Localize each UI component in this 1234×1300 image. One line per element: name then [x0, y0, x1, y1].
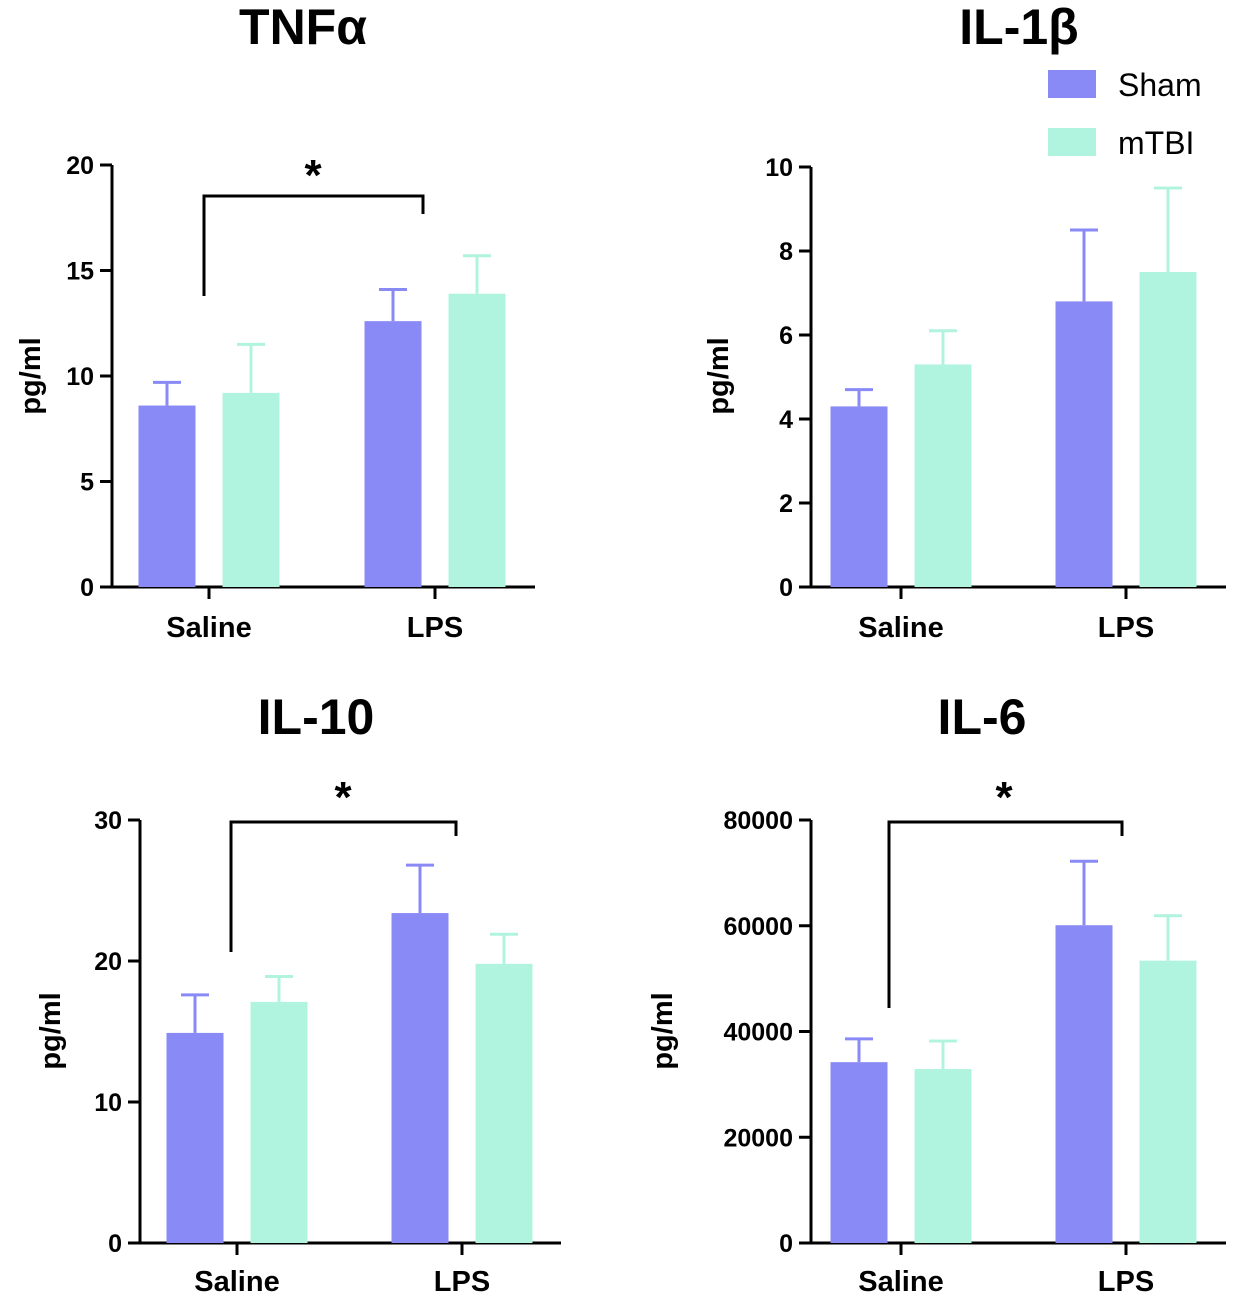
- bar-sham-lps: [1055, 301, 1113, 587]
- y-tick-label: 5: [80, 469, 94, 497]
- x-tick-label-saline: Saline: [194, 1266, 279, 1298]
- y-tick-label: 30: [94, 807, 122, 835]
- bar-mtbi-lps: [475, 963, 533, 1243]
- chart-title: TNFα: [239, 0, 367, 55]
- x-tick-label-saline: Saline: [858, 612, 943, 644]
- bar-mtbi-saline: [914, 1069, 972, 1243]
- y-tick-label: 40000: [723, 1019, 793, 1047]
- bar-sham-saline: [830, 406, 888, 587]
- bar-mtbi-lps: [1139, 272, 1197, 587]
- y-axis-label: pg/ml: [35, 992, 67, 1069]
- chart-title: IL-10: [258, 689, 375, 745]
- significance-star: *: [334, 773, 352, 822]
- y-tick-label: 8: [779, 238, 793, 266]
- x-tick-label-saline: Saline: [166, 612, 251, 644]
- y-axis-label: pg/ml: [703, 337, 735, 414]
- y-tick-label: 6: [779, 322, 793, 350]
- bar-mtbi-saline: [222, 392, 280, 587]
- y-tick-label: 20: [94, 948, 122, 976]
- y-tick-label: 80000: [723, 807, 793, 835]
- x-tick-label-lps: LPS: [1098, 1266, 1154, 1298]
- legend-swatch-sham: [1048, 70, 1096, 98]
- bar-sham-saline: [138, 405, 196, 587]
- bar-mtbi-saline: [250, 1001, 308, 1243]
- y-tick-label: 20000: [723, 1124, 793, 1152]
- chart-title: IL-6: [938, 689, 1027, 745]
- legend: Sham mTBI: [1048, 67, 1202, 161]
- y-axis-label: pg/ml: [647, 992, 679, 1069]
- chart-title: IL-1β: [959, 0, 1078, 55]
- y-tick-label: 0: [80, 574, 94, 602]
- x-tick-label-lps: LPS: [407, 612, 463, 644]
- x-tick-label-saline: Saline: [858, 1266, 943, 1298]
- bar-sham-lps: [1055, 925, 1113, 1243]
- y-tick-label: 0: [779, 574, 793, 602]
- y-tick-label: 0: [108, 1230, 122, 1258]
- chart-panel-il6: IL-6 pg/ml Saline LPS * 0 20000 40000 60000…: [647, 689, 1226, 1298]
- y-tick-label: 4: [779, 406, 793, 434]
- legend-swatch-mtbi: [1048, 128, 1096, 156]
- legend-label-mtbi: mTBI: [1118, 125, 1194, 161]
- chart-panel-il10: IL-10 pg/ml Saline LPS * 0 10 20 30: [35, 689, 561, 1298]
- y-tick-label: 15: [66, 258, 94, 286]
- legend-label-sham: Sham: [1118, 67, 1202, 103]
- y-tick-label: 20: [66, 152, 94, 180]
- significance-bracket: [887, 820, 1124, 1008]
- y-tick-label: 10: [66, 363, 94, 391]
- y-tick-label: 0: [779, 1230, 793, 1258]
- chart-panel-tnfa: TNFα pg/ml Saline LPS * 0 5 10 15 20: [15, 0, 535, 644]
- bar-sham-lps: [391, 913, 449, 1243]
- bar-mtbi-saline: [914, 364, 972, 587]
- bar-mtbi-lps: [448, 293, 506, 587]
- bar-sham-saline: [166, 1032, 224, 1243]
- significance-bracket: [229, 820, 458, 952]
- bar-sham-lps: [364, 321, 422, 587]
- significance-star: *: [995, 773, 1013, 822]
- y-tick-label: 2: [779, 490, 793, 518]
- bar-mtbi-lps: [1139, 960, 1197, 1243]
- bar-sham-saline: [830, 1062, 888, 1243]
- significance-bracket: [202, 194, 425, 296]
- y-tick-label: 10: [94, 1089, 122, 1117]
- significance-star: *: [304, 151, 322, 200]
- x-tick-label-lps: LPS: [434, 1266, 490, 1298]
- x-tick-label-lps: LPS: [1098, 612, 1154, 644]
- y-tick-label: 60000: [723, 913, 793, 941]
- y-tick-label: 10: [765, 154, 793, 182]
- chart-panel-il1b: IL-1β pg/ml Saline LPS 0 2 4 6 8 10: [703, 0, 1226, 644]
- y-axis-label: pg/ml: [15, 337, 47, 414]
